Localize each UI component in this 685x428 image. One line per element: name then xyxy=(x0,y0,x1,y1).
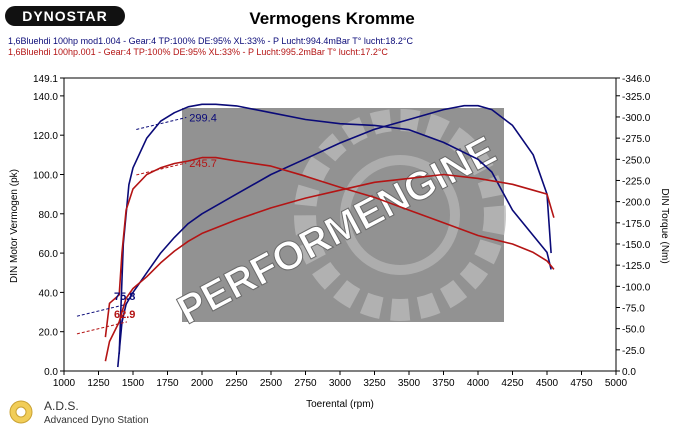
x-tick-label: 1250 xyxy=(87,378,110,389)
left-tick-label: 149.1 xyxy=(33,74,58,85)
right-tick-label: -50.0 xyxy=(622,325,645,336)
x-tick-label: 3500 xyxy=(398,378,421,389)
x-tick-label: 3250 xyxy=(363,378,386,389)
x-tick-label: 2250 xyxy=(225,378,248,389)
x-tick-label: 1000 xyxy=(53,378,76,389)
x-tick-label: 4250 xyxy=(501,378,524,389)
logo-text: DYNOSTAR xyxy=(22,8,108,24)
left-axis-title: DIN Motor Vermogen (pk) xyxy=(9,169,20,283)
right-tick-label: -125.0 xyxy=(622,261,651,272)
series-layer xyxy=(104,103,555,368)
watermark-gear xyxy=(294,109,506,321)
run-line-1: 1,6Bluehdi 100hp mod1.004 - Gear:4 TP:10… xyxy=(8,36,413,46)
x-tick-label: 2000 xyxy=(191,378,214,389)
right-tick-label: -175.0 xyxy=(622,219,651,230)
right-tick-label: -25.0 xyxy=(622,346,645,357)
x-tick-label: 2750 xyxy=(294,378,317,389)
right-tick-label: 0.0 xyxy=(622,367,636,378)
right-tick-label: -100.0 xyxy=(622,282,651,293)
annotation-leader xyxy=(136,162,187,176)
annotation-leader xyxy=(136,116,187,130)
left-tick-label: 20.0 xyxy=(39,328,59,339)
ads-logo xyxy=(9,400,33,424)
right-tick-label: -300.0 xyxy=(622,113,651,124)
x-tick-label: 1500 xyxy=(122,378,145,389)
annotation-label: 245.7 xyxy=(189,158,217,170)
right-tick-label: -250.0 xyxy=(622,155,651,166)
x-tick-label: 4000 xyxy=(467,378,490,389)
right-tick-label: -150.0 xyxy=(622,240,651,251)
series-power-2 xyxy=(104,173,555,362)
series-power-0 xyxy=(117,104,552,368)
left-tick-label: 80.0 xyxy=(39,210,59,221)
left-y-axis: 0.0 20.0 40.0 60.0 80.0 100.0 120.0 140.0 149.1 xyxy=(33,74,64,378)
left-tick-label: 40.0 xyxy=(39,288,59,299)
footer-brand: A.D.S. xyxy=(44,399,79,413)
right-tick-label: -346.0 xyxy=(622,74,651,85)
series-torque-3 xyxy=(104,156,555,338)
x-tick-label: 5000 xyxy=(605,378,628,389)
annotation-label: 299.4 xyxy=(189,112,217,124)
x-tick-label: 4750 xyxy=(570,378,593,389)
x-tick-label: 4500 xyxy=(536,378,559,389)
dynostar-logo: DYNOSTAR xyxy=(5,6,125,26)
right-y-axis: 0.0 -25.0 -50.0 -75.0 -100.0 -125.0 -150.0 -175… xyxy=(616,74,651,378)
right-tick-label: -75.0 xyxy=(622,303,645,314)
run-line-2: 1,6Bluehdi 100hp.001 - Gear:4 TP:100% DE… xyxy=(8,47,388,57)
x-tick-label: 2500 xyxy=(260,378,283,389)
annotation-leader xyxy=(76,303,128,317)
annotation-leader xyxy=(76,321,128,335)
watermark: PERFORMENGINE xyxy=(170,108,506,333)
left-tick-label: 120.0 xyxy=(33,131,58,142)
left-tick-label: 140.0 xyxy=(33,92,58,103)
annotation-label: 75.8 xyxy=(114,291,135,303)
left-tick-label: 60.0 xyxy=(39,249,59,260)
right-tick-label: -225.0 xyxy=(622,176,651,187)
series-torque-1 xyxy=(118,103,552,355)
right-axis-title: DIN Torque (Nm) xyxy=(659,188,670,263)
x-tick-label: 1750 xyxy=(156,378,179,389)
footer-subtitle: Advanced Dyno Station xyxy=(44,415,149,426)
left-tick-label: 100.0 xyxy=(33,170,58,181)
x-axis-title: Toerental (rpm) xyxy=(306,399,374,410)
right-tick-label: -200.0 xyxy=(622,198,651,209)
chart-title: Vermogens Kromme xyxy=(249,9,414,28)
right-tick-label: -325.0 xyxy=(622,92,651,103)
x-tick-label: 3000 xyxy=(329,378,352,389)
left-tick-label: 0.0 xyxy=(44,367,58,378)
x-tick-label: 3750 xyxy=(432,378,455,389)
right-tick-label: -275.0 xyxy=(622,134,651,145)
annotation-layer: 299.4 245.7 75.8 62.9 xyxy=(76,112,217,335)
x-axis: 1000 1250 1500 1750 2000 2250 2500 2750 3000 3250… xyxy=(53,371,628,389)
annotation-label: 62.9 xyxy=(114,309,135,321)
